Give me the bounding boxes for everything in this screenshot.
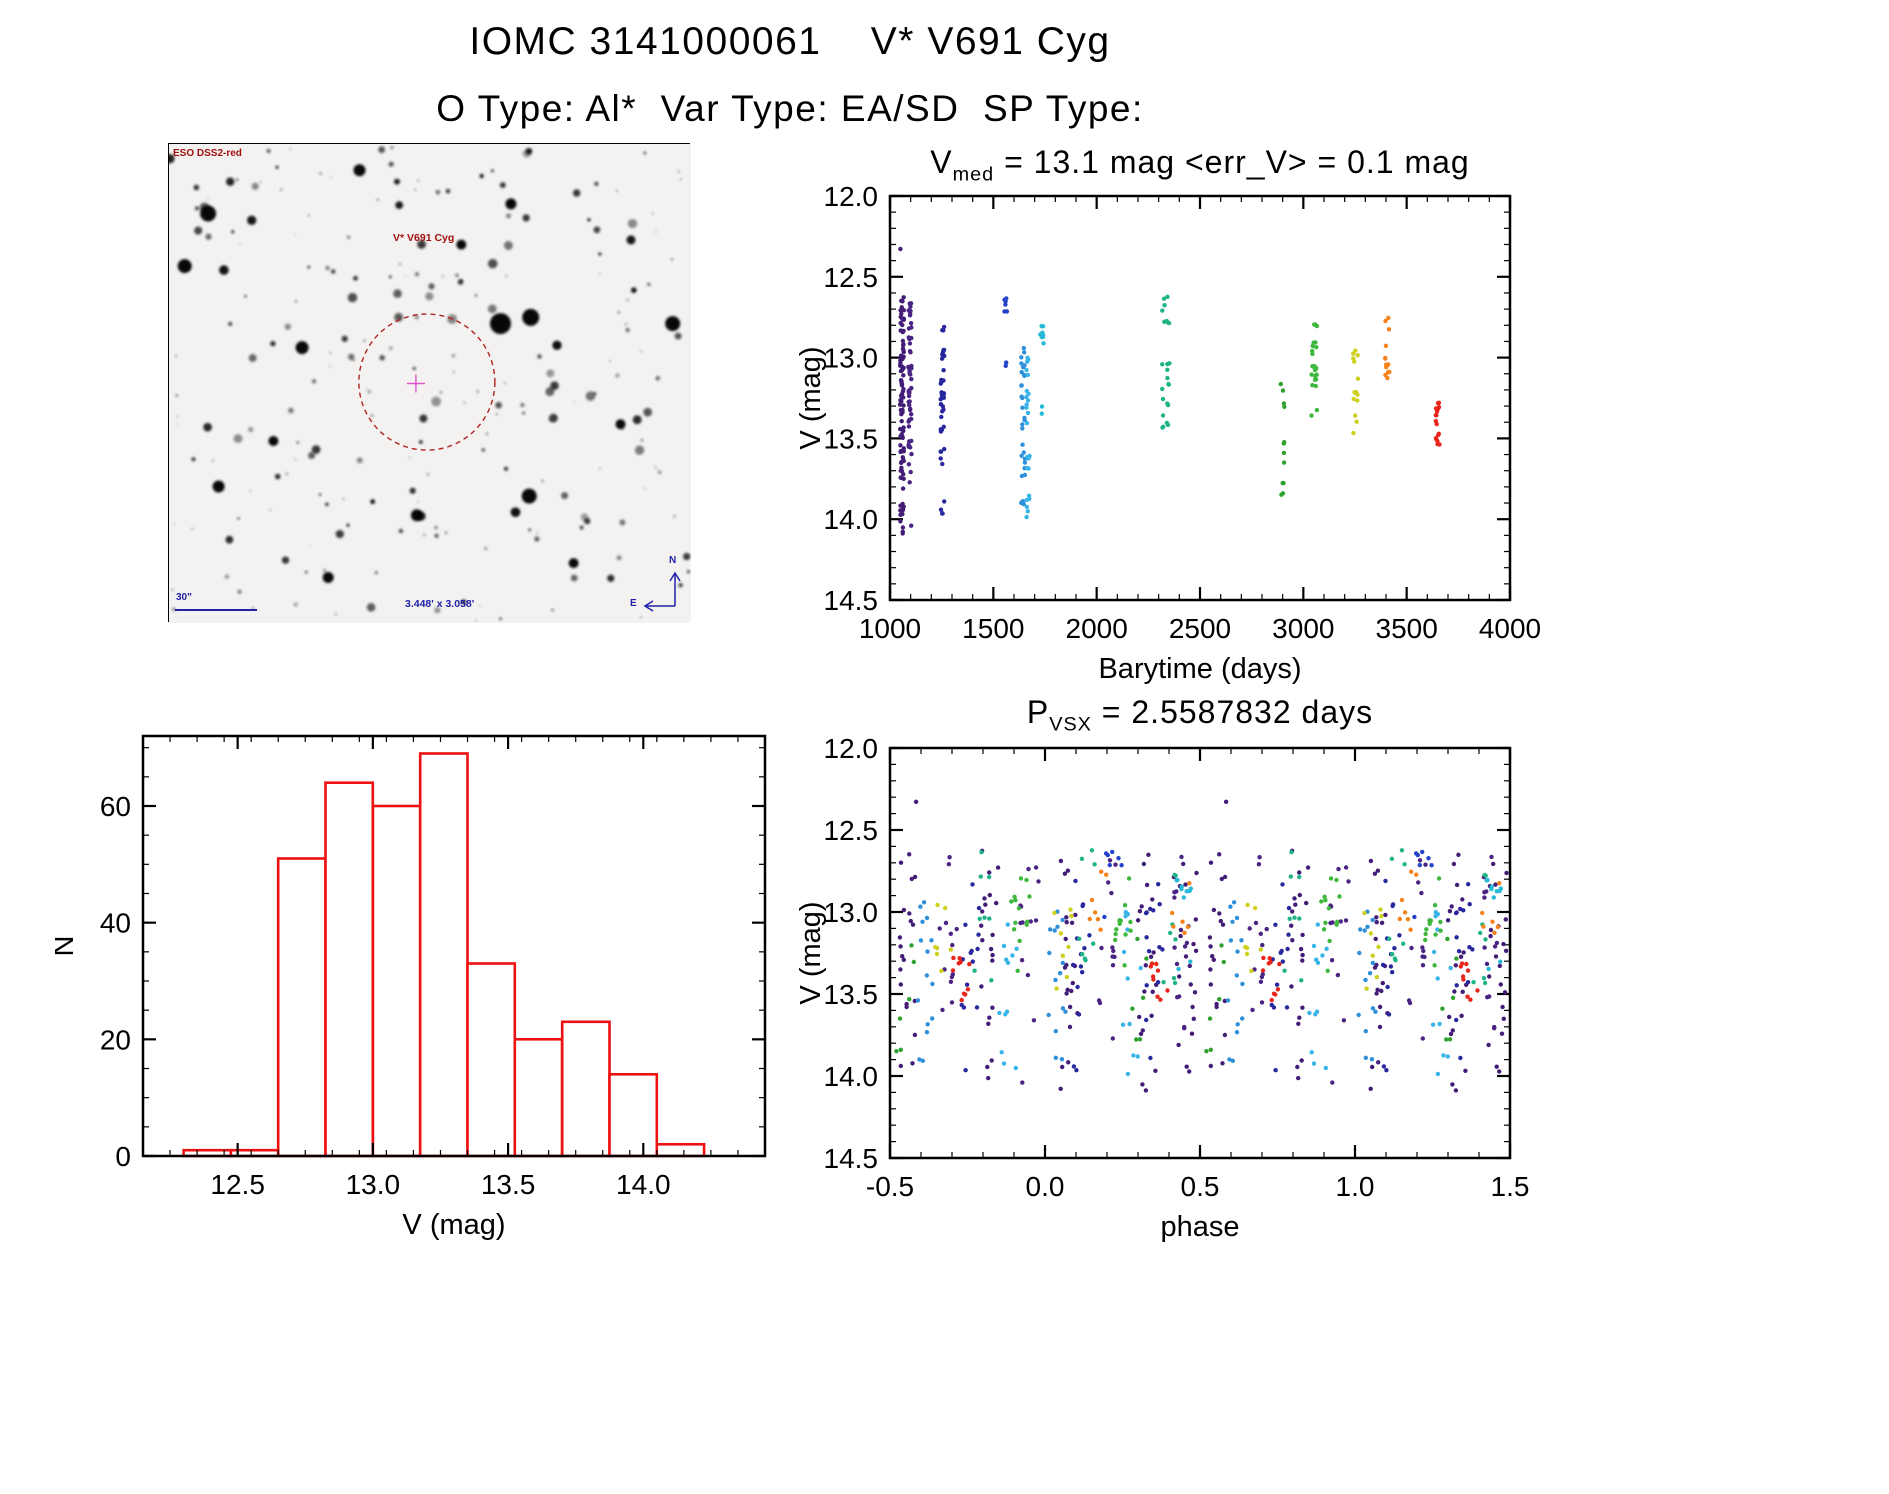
lightcurve-title-sub: med — [952, 163, 995, 186]
target-cross-marker — [406, 374, 425, 393]
compass — [643, 571, 681, 612]
lightcurve-title-prefix: V — [930, 144, 953, 180]
svg-text:12.5: 12.5 — [824, 815, 879, 846]
svg-text:14.0: 14.0 — [824, 504, 879, 535]
svg-text:13.0: 13.0 — [824, 897, 879, 928]
finder-chart: ESO DSS2-red V* V691 Cyg 30" 3.448' x 3.… — [168, 143, 691, 623]
fov-label: 3.448' x 3.058' — [405, 598, 475, 610]
svg-text:60: 60 — [100, 791, 131, 822]
phase-title-sub: VSX — [1049, 713, 1092, 736]
svg-text:4000: 4000 — [1479, 613, 1540, 644]
histogram-panel: 12.5 13.0 13.5 14.0 0 20 40 60 V (mag) N — [55, 700, 800, 1290]
svg-text:3000: 3000 — [1272, 613, 1334, 644]
page-subtitle: O Type: Al* Var Type: EA/SD SP Type: — [436, 88, 1144, 129]
svg-text:3500: 3500 — [1376, 613, 1438, 644]
svg-text:12.0: 12.0 — [824, 181, 879, 212]
svg-text:20: 20 — [100, 1024, 131, 1055]
page-title: IOMC 3141000061 V* V691 Cyg — [469, 20, 1111, 63]
lightcurve-title-rest: = 13.1 mag <err_V> = 0.1 mag — [994, 144, 1470, 180]
svg-text:13.5: 13.5 — [481, 1169, 535, 1200]
lightcurve-panel: Vmed = 13.1 mag <err_V> = 0.1 mag 1000 15… — [795, 142, 1540, 694]
svg-text:13.0: 13.0 — [346, 1169, 401, 1200]
phase_folded-ylabel: V (mag) — [795, 901, 827, 1004]
histogram-labels: 12.5 13.0 13.5 14.0 0 20 40 60 V (mag) N — [55, 791, 671, 1241]
svg-text:2000: 2000 — [1066, 613, 1128, 644]
lightcurve-title: Vmed = 13.1 mag <err_V> = 0.1 mag — [890, 144, 1510, 186]
svg-text:1.0: 1.0 — [1336, 1171, 1375, 1202]
svg-text:1.5: 1.5 — [1491, 1171, 1530, 1202]
svg-text:0: 0 — [115, 1141, 131, 1172]
phase-points — [894, 799, 1509, 1093]
svg-text:13.5: 13.5 — [824, 423, 879, 454]
svg-text:40: 40 — [100, 908, 131, 939]
histogram-axes — [141, 734, 767, 1158]
svg-text:0.5: 0.5 — [1181, 1171, 1220, 1202]
svg-text:12.0: 12.0 — [824, 733, 879, 764]
phase-title-prefix: P — [1026, 694, 1050, 730]
phase-plot: -0.5 0.0 0.5 1.0 1.5 12.0 12.5 13.0 13.5 14.0 14.5… — [795, 733, 1529, 1243]
phase_folded-xlabel: phase — [1160, 1211, 1239, 1243]
star-name-label: V* V691 Cyg — [393, 232, 455, 244]
phase_folded-labels: -0.5 0.0 0.5 1.0 1.5 12.0 12.5 13.0 13.5 14.0 14.5… — [795, 733, 1529, 1243]
lightcurve-axes — [888, 194, 1512, 602]
svg-text:2500: 2500 — [1169, 613, 1231, 644]
lightcurve-labels: 1000 1500 2000 2500 3000 3500 4000 12.0 12.5 13.0… — [795, 181, 1540, 685]
phase-title-rest: = 2.5587832 days — [1091, 694, 1374, 730]
target-circle — [358, 313, 496, 451]
phase_folded-axes — [888, 746, 1512, 1160]
svg-text:12.5: 12.5 — [210, 1169, 264, 1200]
svg-text:13.5: 13.5 — [824, 979, 879, 1010]
svg-text:0.0: 0.0 — [1026, 1171, 1065, 1202]
svg-text:14.5: 14.5 — [824, 585, 879, 616]
svg-text:-0.5: -0.5 — [866, 1171, 914, 1202]
svg-text:1000: 1000 — [859, 613, 921, 644]
svg-text:13.0: 13.0 — [824, 343, 879, 374]
scale-bar-label: 30" — [176, 592, 192, 603]
lightcurve-xlabel: Barytime (days) — [1098, 653, 1301, 685]
lightcurve-points — [897, 246, 1442, 536]
histogram-bars — [182, 752, 706, 1158]
starfield-image — [169, 144, 691, 623]
svg-text:14.0: 14.0 — [616, 1169, 671, 1200]
lightcurve-ylabel: V (mag) — [795, 346, 827, 449]
histogram-ylabel: N — [55, 936, 80, 957]
svg-text:14.5: 14.5 — [824, 1143, 879, 1174]
phase-title: PVSX = 2.5587832 days — [890, 694, 1510, 736]
histogram-plot: 12.5 13.0 13.5 14.0 0 20 40 60 V (mag) N — [55, 734, 767, 1241]
histogram-xlabel: V (mag) — [402, 1209, 505, 1241]
compass-north-label: N — [669, 555, 677, 566]
lightcurve-plot: 1000 1500 2000 2500 3000 3500 4000 12.0 12.5 13.0… — [795, 181, 1540, 685]
svg-text:1500: 1500 — [962, 613, 1024, 644]
phase-panel: PVSX = 2.5587832 days -0.5 0.0 0.5 1.0 1.5 12… — [795, 690, 1540, 1274]
compass-east-label: E — [630, 598, 637, 609]
svg-text:12.5: 12.5 — [824, 262, 879, 293]
survey-label: ESO DSS2-red — [173, 148, 242, 159]
svg-text:14.0: 14.0 — [824, 1061, 879, 1092]
